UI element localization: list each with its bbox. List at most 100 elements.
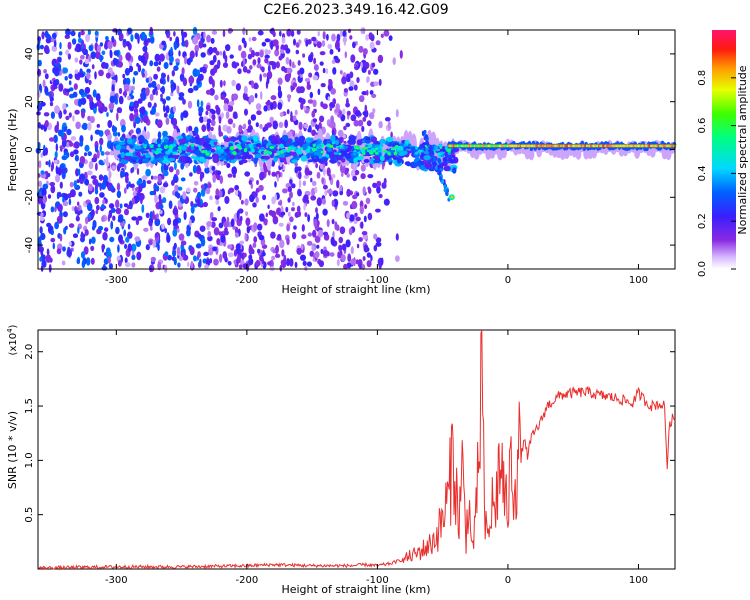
heatmap-cell (343, 125, 347, 131)
heatmap-cell (246, 69, 251, 74)
heatmap-cell (62, 197, 65, 203)
heatmap-cell (46, 249, 50, 256)
heatmap-cell (263, 218, 268, 225)
heatmap-cell (341, 172, 344, 177)
heatmap-cell (304, 78, 310, 82)
heatmap-cell (179, 155, 186, 163)
heatmap-cell (298, 135, 306, 142)
heatmap-cell (88, 238, 92, 245)
heatmap-cell (87, 122, 92, 131)
snr-plot-frame (37, 329, 676, 570)
heatmap-cell (154, 150, 160, 155)
heatmap-cell (52, 242, 55, 250)
heatmap-cell (350, 169, 356, 178)
heatmap-cell (328, 79, 333, 88)
snr-series-line (37, 329, 676, 571)
heatmap-cell (314, 186, 318, 194)
heatmap-cell (167, 217, 172, 226)
heatmap-cell (148, 239, 153, 246)
snr-ticks: -300 -200 -100 0 100 0.5 1.0 1.5 2.0 (24, 330, 675, 586)
heatmap-cell (271, 196, 276, 205)
heatmap-cell (168, 145, 174, 149)
heatmap-cell (56, 215, 63, 224)
y-tick-label: 1.5 (24, 398, 35, 414)
heatmap-cell (151, 149, 156, 154)
heatmap-cell (65, 88, 71, 93)
heatmap-cell (162, 98, 167, 105)
heatmap-cell (379, 155, 385, 162)
heatmap-cell (124, 67, 130, 76)
heatmap-cell (198, 40, 204, 49)
heatmap-cell (188, 76, 195, 84)
heatmap-cell (306, 261, 312, 267)
heatmap-cell (180, 240, 187, 246)
heatmap-cell (253, 222, 258, 232)
heatmap-cell (40, 153, 43, 158)
heatmap-cell (267, 261, 272, 266)
heatmap-cell (68, 80, 72, 86)
heatmap-cell (182, 110, 189, 118)
heatmap-cell (361, 231, 368, 236)
heatmap-cell (77, 168, 81, 176)
heatmap-cell (185, 126, 189, 133)
heatmap-cell (337, 129, 344, 137)
heatmap-cell (163, 112, 168, 118)
heatmap-cell (236, 254, 241, 264)
heatmap-cell (60, 146, 63, 152)
heatmap-cell (336, 156, 343, 161)
heatmap-cell (257, 223, 263, 231)
heatmap-cell (311, 36, 317, 42)
heatmap-cell (413, 162, 421, 166)
heatmap-cell (289, 191, 293, 199)
heatmap-cell (317, 144, 322, 148)
heatmap-cell (146, 38, 151, 43)
heatmap-cell (241, 61, 244, 68)
heatmap-cell (115, 207, 122, 215)
heatmap-cell (115, 226, 120, 235)
heatmap-cell (300, 254, 306, 261)
heatmap-cell (347, 77, 351, 82)
heatmap-cell (279, 30, 282, 37)
heatmap-cell (305, 39, 309, 47)
heatmap-cell (279, 239, 285, 249)
heatmap-cell (223, 230, 229, 236)
heatmap-cell (352, 194, 358, 200)
heatmap-cell (257, 248, 261, 254)
heatmap-cell (370, 136, 377, 143)
heatmap-cell (63, 125, 67, 132)
heatmap-cell (215, 106, 221, 115)
heatmap-cell (228, 104, 234, 112)
heatmap-cell (111, 84, 115, 94)
heatmap-cell (210, 221, 216, 228)
heatmap-cell (43, 112, 50, 117)
heatmap-cell (361, 91, 368, 96)
heatmap-cell (213, 227, 220, 236)
heatmap-cell (352, 152, 357, 156)
heatmap-cell (176, 228, 180, 233)
heatmap-cell (102, 199, 106, 205)
heatmap-cell (303, 194, 309, 202)
heatmap-cell (71, 206, 75, 211)
heatmap-cell (242, 123, 247, 130)
heatmap-cell (178, 233, 185, 241)
heatmap-cell (40, 170, 45, 175)
heatmap-cell (163, 104, 166, 113)
heatmap-cell (320, 83, 326, 88)
heatmap-cell (346, 110, 351, 116)
heatmap-cell (255, 103, 262, 111)
heatmap-cell (329, 105, 333, 112)
heatmap-cell (289, 258, 294, 267)
heatmap-cell (217, 206, 221, 212)
heatmap-cell (375, 40, 381, 46)
heatmap-cell (269, 61, 275, 66)
heatmap-cell (223, 80, 226, 87)
heatmap-cell (141, 204, 145, 214)
heatmap-cell (346, 173, 350, 178)
heatmap-cell (198, 137, 207, 142)
heatmap-cell (291, 159, 298, 164)
heatmap-cell (276, 174, 280, 182)
heatmap-cell (153, 73, 159, 80)
heatmap-cell (50, 96, 54, 102)
heatmap-cell (336, 33, 341, 43)
heatmap-cell (207, 182, 212, 189)
